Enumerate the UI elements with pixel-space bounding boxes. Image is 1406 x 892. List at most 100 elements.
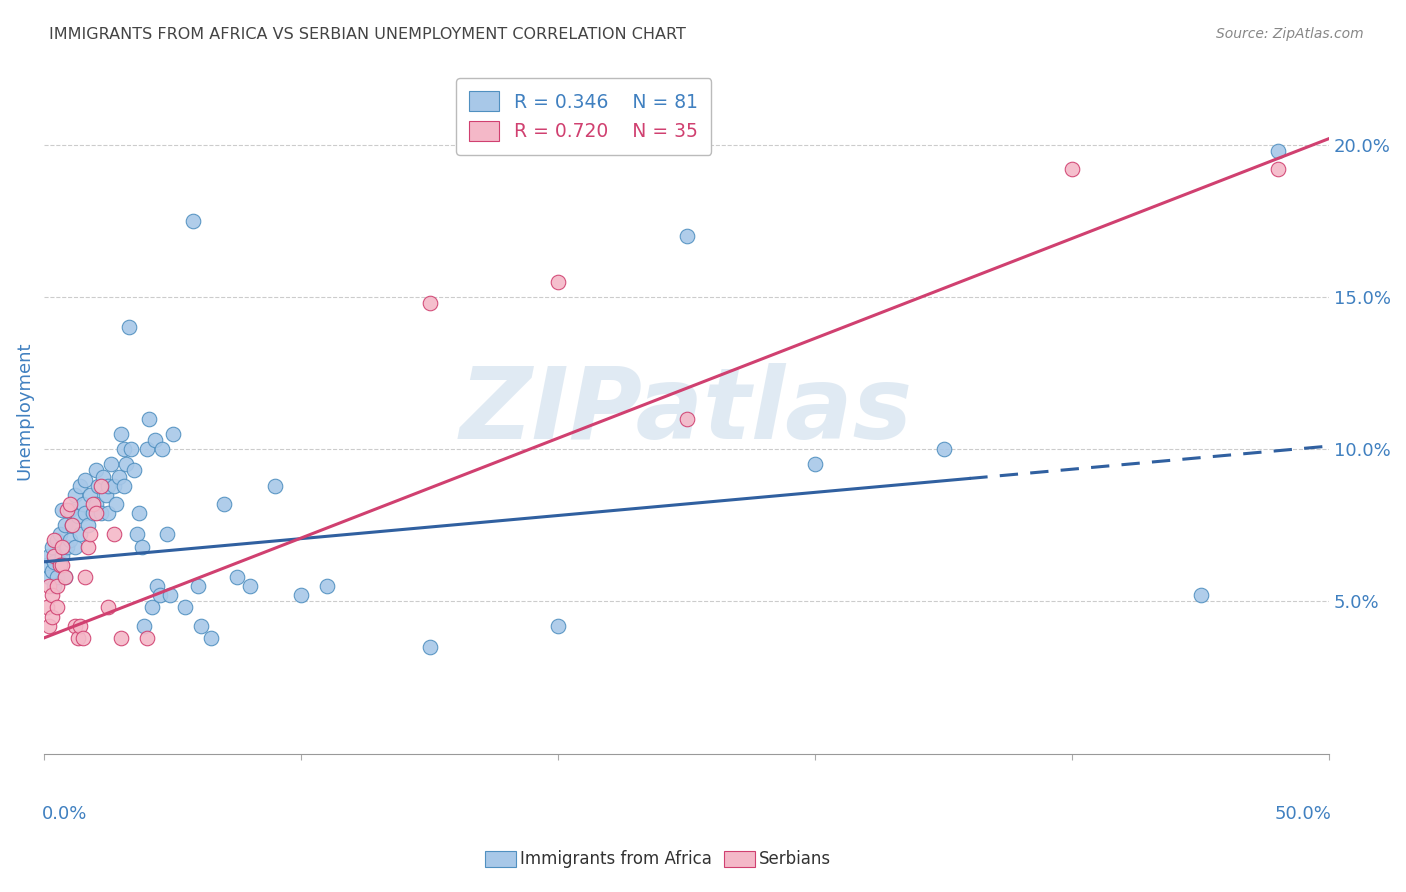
Point	[63, 540, 86, 554]
Point	[53, 570, 76, 584]
Text: IMMIGRANTS FROM AFRICA VS SERBIAN UNEMPLOYMENT CORRELATION CHART: IMMIGRANTS FROM AFRICA VS SERBIAN UNEMPL…	[49, 27, 686, 42]
Point	[84, 463, 107, 477]
Point	[53, 518, 76, 533]
Point	[200, 631, 222, 645]
Point	[135, 442, 157, 456]
Point	[66, 509, 89, 524]
Point	[91, 469, 114, 483]
Point	[38, 618, 60, 632]
Point	[51, 540, 73, 554]
Y-axis label: Unemployment: Unemployment	[15, 342, 32, 480]
Point	[174, 600, 197, 615]
Point	[72, 631, 94, 645]
Text: Immigrants from Africa: Immigrants from Africa	[520, 850, 711, 868]
Point	[122, 463, 145, 477]
Point	[63, 488, 86, 502]
Point	[44, 533, 66, 548]
Point	[110, 426, 132, 441]
Legend: R = 0.346    N = 81, R = 0.720    N = 35: R = 0.346 N = 81, R = 0.720 N = 35	[456, 78, 711, 154]
Point	[59, 503, 82, 517]
Point	[69, 527, 91, 541]
Point	[1267, 161, 1289, 176]
Point	[69, 478, 91, 492]
Point	[143, 433, 166, 447]
Point	[97, 478, 120, 492]
Point	[94, 488, 117, 502]
Point	[115, 458, 138, 472]
Point	[110, 631, 132, 645]
Point	[239, 579, 262, 593]
Point	[44, 549, 66, 563]
Point	[46, 570, 69, 584]
Point	[56, 540, 79, 554]
Point	[264, 478, 287, 492]
Point	[35, 600, 58, 615]
Point	[46, 579, 69, 593]
Point	[131, 540, 153, 554]
Point	[1267, 144, 1289, 158]
Point	[82, 506, 104, 520]
Point	[150, 442, 173, 456]
Point	[105, 497, 128, 511]
Text: Source: ZipAtlas.com: Source: ZipAtlas.com	[1216, 27, 1364, 41]
Point	[84, 506, 107, 520]
Point	[87, 478, 110, 492]
Point	[51, 558, 73, 572]
Point	[156, 527, 179, 541]
Point	[41, 564, 63, 578]
Point	[46, 600, 69, 615]
Point	[146, 579, 169, 593]
Point	[419, 640, 441, 654]
Point	[59, 497, 82, 511]
Point	[121, 442, 143, 456]
Point	[63, 618, 86, 632]
Point	[107, 469, 129, 483]
Point	[90, 506, 112, 520]
Point	[48, 527, 70, 541]
Point	[547, 618, 569, 632]
Point	[38, 579, 60, 593]
Point	[419, 296, 441, 310]
Point	[90, 478, 112, 492]
Point	[181, 213, 204, 227]
Point	[1189, 588, 1212, 602]
Point	[53, 570, 76, 584]
Point	[141, 600, 163, 615]
Point	[675, 411, 697, 425]
Point	[97, 600, 120, 615]
Point	[118, 320, 141, 334]
Point	[134, 618, 156, 632]
Point	[60, 518, 83, 533]
Text: Serbians: Serbians	[759, 850, 831, 868]
Point	[41, 540, 63, 554]
Point	[66, 631, 89, 645]
Point	[97, 506, 120, 520]
Point	[79, 488, 101, 502]
Point	[56, 503, 79, 517]
Point	[128, 506, 150, 520]
Point	[932, 442, 955, 456]
Point	[41, 609, 63, 624]
Point	[38, 570, 60, 584]
Point	[41, 588, 63, 602]
Point	[69, 618, 91, 632]
Point	[187, 579, 209, 593]
Point	[48, 555, 70, 569]
Text: 50.0%: 50.0%	[1275, 805, 1331, 823]
Point	[675, 229, 697, 244]
Point	[315, 579, 337, 593]
Point	[212, 497, 235, 511]
Point	[72, 497, 94, 511]
Point	[804, 458, 827, 472]
Point	[125, 527, 148, 541]
Text: ZIPatlas: ZIPatlas	[460, 362, 912, 459]
Point	[162, 426, 184, 441]
Point	[60, 518, 83, 533]
Point	[75, 506, 97, 520]
Point	[290, 588, 312, 602]
Point	[76, 518, 98, 533]
Point	[1062, 161, 1084, 176]
Point	[103, 478, 125, 492]
Point	[46, 533, 69, 548]
Point	[75, 473, 97, 487]
